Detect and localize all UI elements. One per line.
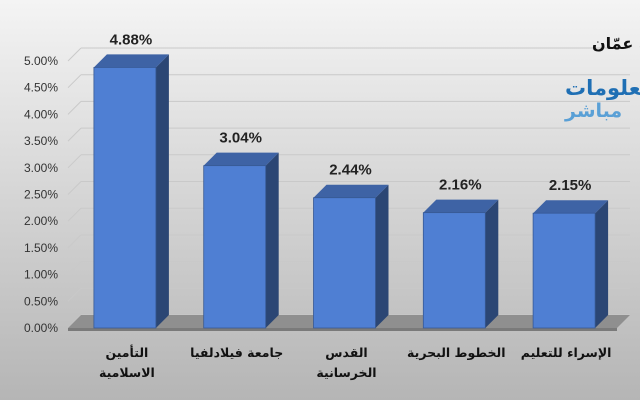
bar-top <box>313 184 389 198</box>
bar-front <box>93 67 157 329</box>
bar-front <box>532 212 596 329</box>
bars <box>93 54 609 329</box>
bar-top <box>423 199 499 213</box>
bar-side <box>485 199 499 328</box>
data-label: 4.88% <box>110 31 153 48</box>
category-label: الخرسانية <box>316 365 376 380</box>
category-label: القدس <box>325 345 367 360</box>
category-label: الخطوط البحرية <box>407 345 505 360</box>
y-tick-label: 5.00% <box>24 54 58 68</box>
grid-line-depth <box>67 207 82 222</box>
bar-side <box>595 200 609 328</box>
floor-edge <box>68 328 617 331</box>
grid-line-depth <box>67 261 82 275</box>
y-tick-label: 0.50% <box>24 294 58 308</box>
category-label: الاسلامية <box>99 365 155 380</box>
data-label: 3.04% <box>219 130 262 147</box>
category-label: التأمين <box>105 344 148 360</box>
y-tick-label: 0.00% <box>24 321 58 335</box>
data-label: 2.16% <box>439 177 482 194</box>
bar-front <box>313 197 376 329</box>
bar <box>532 200 609 329</box>
data-labels: 4.88% 3.04% 2.44% 2.16% 2.15% <box>110 31 592 194</box>
y-tick-label: 4.50% <box>24 81 58 95</box>
chart-title: أكثر 5 أسهم رابحة ببورصة عمّان <box>592 33 640 53</box>
y-axis-ticks: 0.00% 0.50% 1.00% 1.50% 2.00% 2.50% 3.00% 3.50%… <box>24 54 58 335</box>
grid-line-depth <box>67 287 82 302</box>
category-labels: التأمين الاسلامية جامعة فيلادلفيا القدس الخر… <box>99 344 611 380</box>
y-tick-label: 3.50% <box>24 134 58 148</box>
data-label: 2.15% <box>549 177 592 194</box>
bar <box>313 184 389 329</box>
bar-front <box>422 212 486 329</box>
logo-line2: مباشر <box>564 100 622 122</box>
bar-side <box>265 152 279 328</box>
y-tick-label: 3.00% <box>24 161 58 175</box>
grid-line-depth <box>67 127 82 142</box>
bar-side <box>155 54 169 329</box>
grid-line-depth <box>67 74 82 89</box>
y-tick-label: 2.50% <box>24 188 58 202</box>
bar-top <box>203 152 279 166</box>
grid-line-depth <box>67 234 82 249</box>
grid-line-depth <box>67 101 82 115</box>
y-tick-label: 4.00% <box>24 107 58 121</box>
bar <box>93 54 169 329</box>
grid-line-depth <box>67 47 82 62</box>
logo: معلومات مباشر <box>564 76 640 122</box>
grid-line-depth <box>67 154 82 169</box>
y-tick-label: 1.00% <box>24 268 58 282</box>
category-label: جامعة فيلادلفيا <box>190 345 283 360</box>
bar <box>203 152 279 329</box>
y-tick-label: 1.50% <box>24 241 58 255</box>
bar-top <box>533 200 609 214</box>
data-label: 2.44% <box>329 162 372 179</box>
bar-top <box>93 54 169 68</box>
bar-front <box>203 165 267 329</box>
y-tick-label: 2.00% <box>24 214 58 228</box>
bar-side <box>375 184 389 328</box>
category-label: الإسراء للتعليم <box>521 345 612 360</box>
grid-line-depth <box>67 181 82 195</box>
logo-line1: معلومات <box>565 76 640 100</box>
bar <box>422 199 499 329</box>
